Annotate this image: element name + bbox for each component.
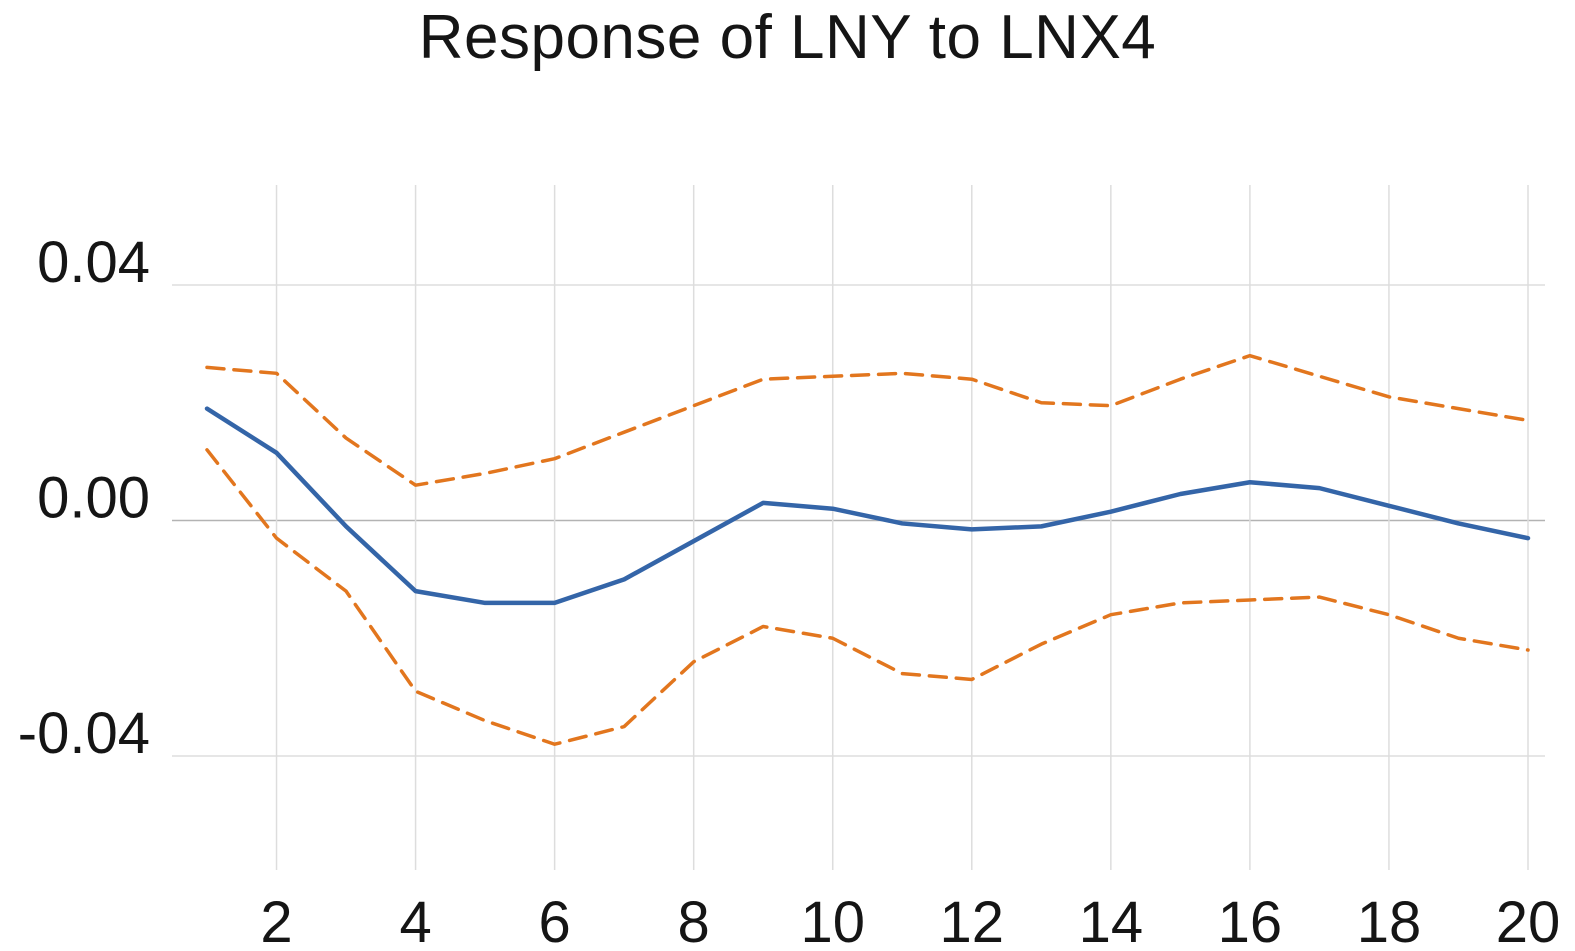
y-tick-label: -0.04 (18, 701, 150, 766)
x-tick-label: 14 (1079, 890, 1144, 951)
x-tick-label: 6 (538, 890, 570, 951)
response-line (204, 406, 1531, 606)
y-tick-label: 0.04 (37, 230, 150, 295)
x-tick-label: 8 (678, 890, 710, 951)
x-tick-label: 4 (399, 890, 431, 951)
chart-title: Response of LNY to LNX4 (418, 3, 1157, 72)
x-tick-label: 20 (1496, 890, 1561, 951)
x-tick-label: 10 (800, 890, 865, 951)
y-tick-label: 0.00 (37, 466, 150, 531)
lower-ci-line (205, 448, 1530, 746)
x-tick-label: 2 (260, 890, 292, 951)
x-tick-label: 12 (940, 890, 1005, 951)
upper-ci-line (205, 353, 1530, 487)
x-tick-label: 16 (1218, 890, 1283, 951)
x-tick-label: 18 (1357, 890, 1422, 951)
